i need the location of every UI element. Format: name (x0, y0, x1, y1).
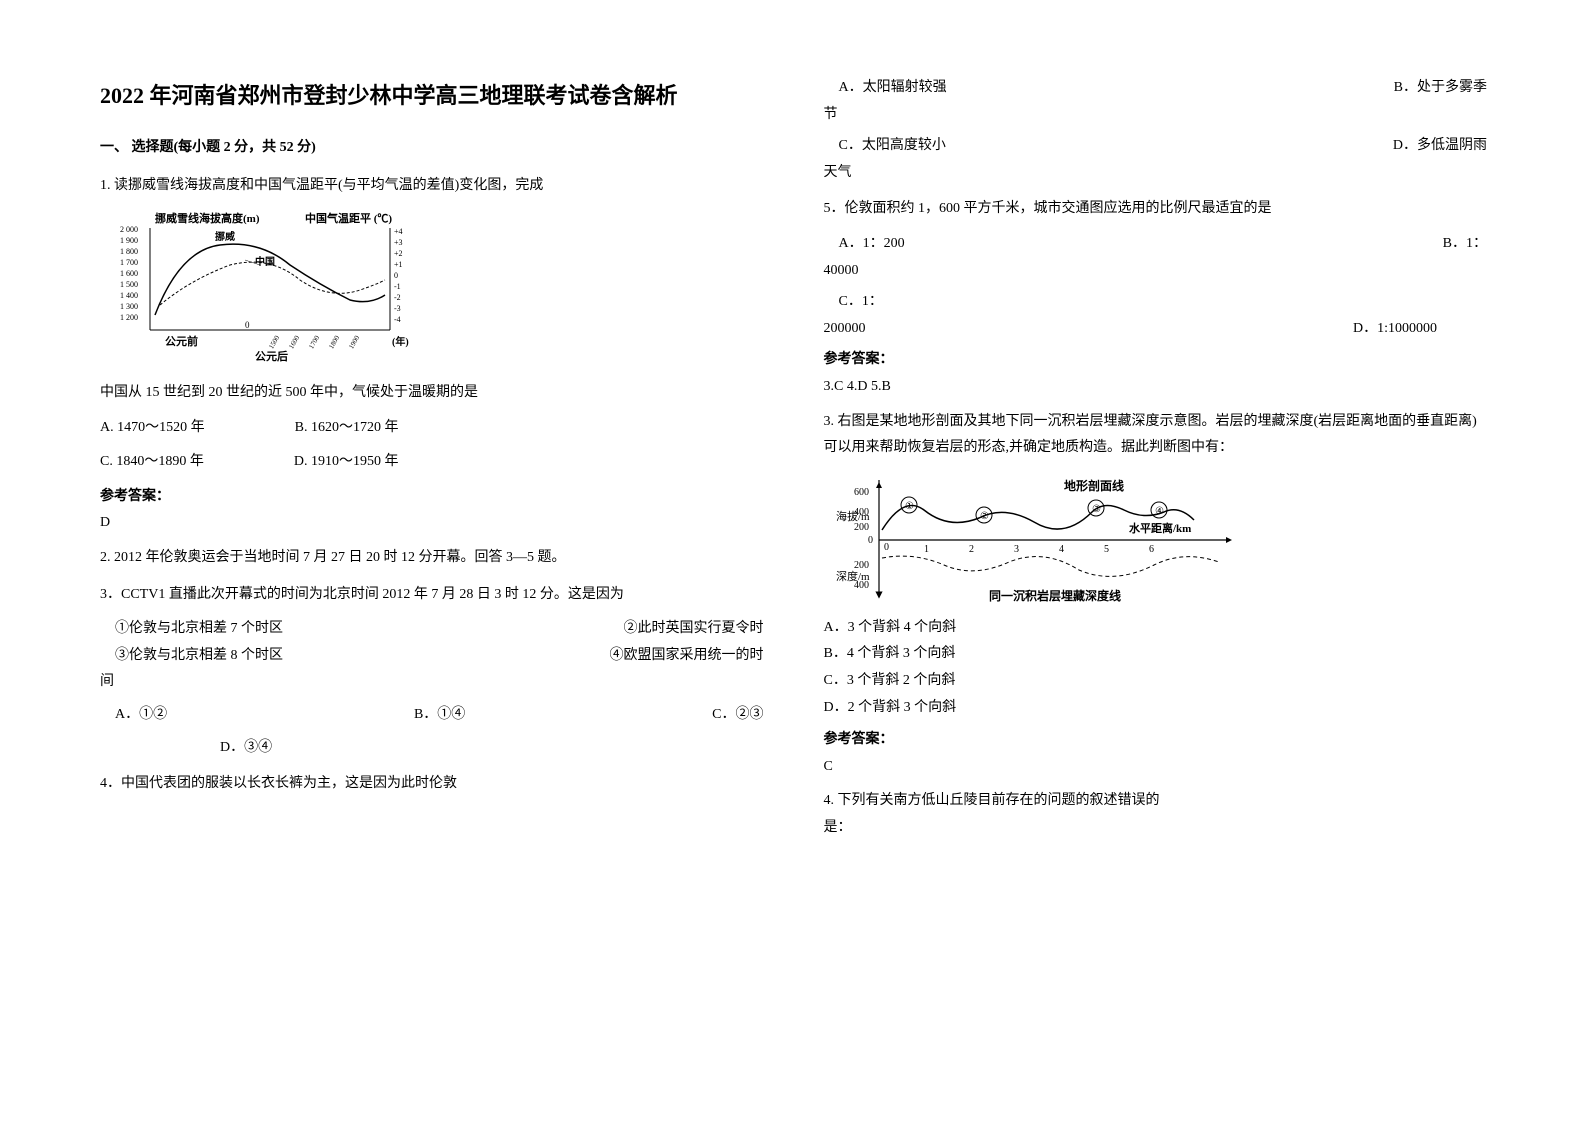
svg-text:中国: 中国 (255, 255, 275, 268)
svg-text:0: 0 (884, 542, 889, 553)
q4-opt-b: B．处于多雾季 (1394, 75, 1487, 102)
svg-text:1900: 1900 (347, 334, 361, 351)
q4-opt-b2: 节 (824, 102, 1488, 129)
q3-s1: ①伦敦与北京相差 7 个时区 (115, 616, 283, 643)
svg-text:1500: 1500 (267, 334, 281, 351)
svg-text:②: ② (980, 511, 989, 522)
q5-opt-b: B．1： (1443, 231, 1487, 258)
q1-opt-a: A. 1470～1520 年 (100, 415, 205, 442)
svg-text:公元前: 公元前 (165, 334, 198, 348)
svg-text:6: 6 (1149, 544, 1154, 555)
q4-opt-a: A．太阳辐射较强 (839, 75, 947, 102)
chart2: 海拔/m 600 400 200 0 0 深度/m 200 400 1 2 3 … (824, 470, 1244, 610)
q4-text: 4．中国代表团的服装以长衣长裤为主，这是因为此时伦敦 (100, 771, 764, 798)
q3-s4b: 间 (100, 669, 764, 696)
svg-text:2 000: 2 000 (120, 225, 138, 234)
svg-text:+4: +4 (394, 227, 403, 236)
q3-s4: ④欧盟国家采用统一的时 (610, 643, 764, 670)
svg-text:1 400: 1 400 (120, 291, 138, 300)
chart1: 挪威雪线海拔高度(m) 中国气温距平 (℃) 2 000 1 900 1 800… (100, 210, 410, 370)
svg-text:+3: +3 (394, 238, 403, 247)
svg-text:-2: -2 (394, 293, 401, 302)
q3b-opt-b: B．4 个背斜 3 个向斜 (824, 641, 1488, 668)
chart2-profile-label: 地形剖面线 (1064, 478, 1124, 493)
svg-text:0: 0 (394, 271, 398, 280)
svg-text:1 700: 1 700 (120, 258, 138, 267)
q3-opt-c: C．②③ (712, 702, 763, 729)
svg-text:(年): (年) (392, 335, 409, 348)
svg-text:2: 2 (969, 544, 974, 555)
q4b-text: 4. 下列有关南方低山丘陵目前存在的问题的叙述错误的 (824, 788, 1488, 815)
svg-text:1 600: 1 600 (120, 269, 138, 278)
answer-label-3: 参考答案： (824, 727, 1488, 754)
svg-text:4: 4 (1059, 544, 1064, 555)
svg-text:+1: +1 (394, 260, 403, 269)
svg-text:1 900: 1 900 (120, 236, 138, 245)
q3b-opt-d: D．2 个背斜 3 个向斜 (824, 695, 1488, 722)
svg-text:1600: 1600 (287, 334, 301, 351)
q3b-answer: C (824, 754, 1488, 781)
q2-text: 2. 2012 年伦敦奥运会于当地时间 7 月 27 日 20 时 12 分开幕… (100, 545, 764, 572)
q5-opt-c: C．1： (824, 289, 1488, 316)
q3-opt-b: B．①④ (414, 702, 465, 729)
svg-text:200: 200 (854, 522, 869, 533)
chart1-title-left: 挪威雪线海拔高度(m) (155, 211, 260, 225)
chart1-title-right: 中国气温距平 (℃) (305, 211, 392, 225)
q1-sub: 中国从 15 世纪到 20 世纪的近 500 年中，气候处于温暖期的是 (100, 380, 764, 407)
q3b-opt-c: C．3 个背斜 2 个向斜 (824, 668, 1488, 695)
section-header: 一、 选择题(每小题 2 分，共 52 分) (100, 135, 764, 162)
svg-text:3: 3 (1014, 544, 1019, 555)
q4-opt-c: C．太阳高度较小 (839, 133, 946, 160)
q4b-text2: 是： (824, 815, 1488, 842)
svg-text:-1: -1 (394, 282, 401, 291)
svg-text:1 300: 1 300 (120, 302, 138, 311)
svg-text:1 200: 1 200 (120, 313, 138, 322)
svg-text:1 500: 1 500 (120, 280, 138, 289)
svg-text:0: 0 (868, 535, 873, 546)
chart2-x-label: 水平距离/km (1129, 521, 1191, 535)
q1-opt-c: C. 1840～1890 年 (100, 449, 204, 476)
q3b-text: 3. 右图是某地地形剖面及其地下同一沉积岩层埋藏深度示意图。岩层的埋藏深度(岩层… (824, 409, 1488, 462)
svg-text:200: 200 (854, 560, 869, 571)
svg-text:①: ① (905, 501, 914, 512)
svg-text:-3: -3 (394, 304, 401, 313)
svg-text:1700: 1700 (307, 334, 321, 351)
svg-text:公元后: 公元后 (255, 349, 288, 363)
svg-text:1800: 1800 (327, 334, 341, 351)
svg-text:400: 400 (854, 507, 869, 518)
svg-text:600: 600 (854, 487, 869, 498)
svg-text:+2: +2 (394, 249, 403, 258)
q1-text: 1. 读挪威雪线海拔高度和中国气温距平(与平均气温的差值)变化图，完成 (100, 173, 764, 200)
answer-label-2: 参考答案： (824, 347, 1488, 374)
svg-text:1 800: 1 800 (120, 247, 138, 256)
svg-text:0: 0 (245, 320, 250, 330)
q5-opt-d: D．1:1000000 (1353, 316, 1487, 343)
svg-text:400: 400 (854, 580, 869, 591)
q5-text: 5．伦敦面积约 1，600 平方千米，城市交通图应选用的比例尺最适宜的是 (824, 196, 1488, 223)
svg-text:④: ④ (1155, 506, 1164, 517)
q4-opt-d2: 天气 (824, 160, 1488, 187)
svg-text:-4: -4 (394, 315, 401, 324)
q3-s2: ②此时英国实行夏令时 (624, 616, 764, 643)
q3-opt-d: D．③④ (220, 740, 272, 755)
q5-opt-a: A．1：200 (839, 231, 905, 258)
svg-text:1: 1 (924, 544, 929, 555)
q5-opt-b2: 40000 (824, 258, 1488, 285)
q1-opt-d: D. 1910～1950 年 (294, 449, 399, 476)
q345-answer: 3.C 4.D 5.B (824, 374, 1488, 401)
q1-answer: D (100, 510, 764, 537)
q3-opt-a: A．①② (115, 702, 167, 729)
answer-label: 参考答案： (100, 484, 764, 511)
svg-text:③: ③ (1092, 504, 1101, 515)
chart2-depth-label: 同一沉积岩层埋藏深度线 (989, 588, 1121, 603)
q1-opt-b: B. 1620～1720 年 (295, 415, 399, 442)
page-title: 2022 年河南省郑州市登封少林中学高三地理联考试卷含解析 (100, 75, 764, 117)
q3b-opt-a: A．3 个背斜 4 个向斜 (824, 615, 1488, 642)
q4-opt-d: D．多低温阴雨 (1393, 133, 1487, 160)
q3-s3: ③伦敦与北京相差 8 个时区 (115, 643, 283, 670)
svg-text:5: 5 (1104, 544, 1109, 555)
svg-text:挪威: 挪威 (215, 230, 235, 243)
q3-text: 3．CCTV1 直播此次开幕式的时间为北京时间 2012 年 7 月 28 日 … (100, 582, 764, 609)
q5-opt-c2: 200000 (824, 316, 866, 343)
